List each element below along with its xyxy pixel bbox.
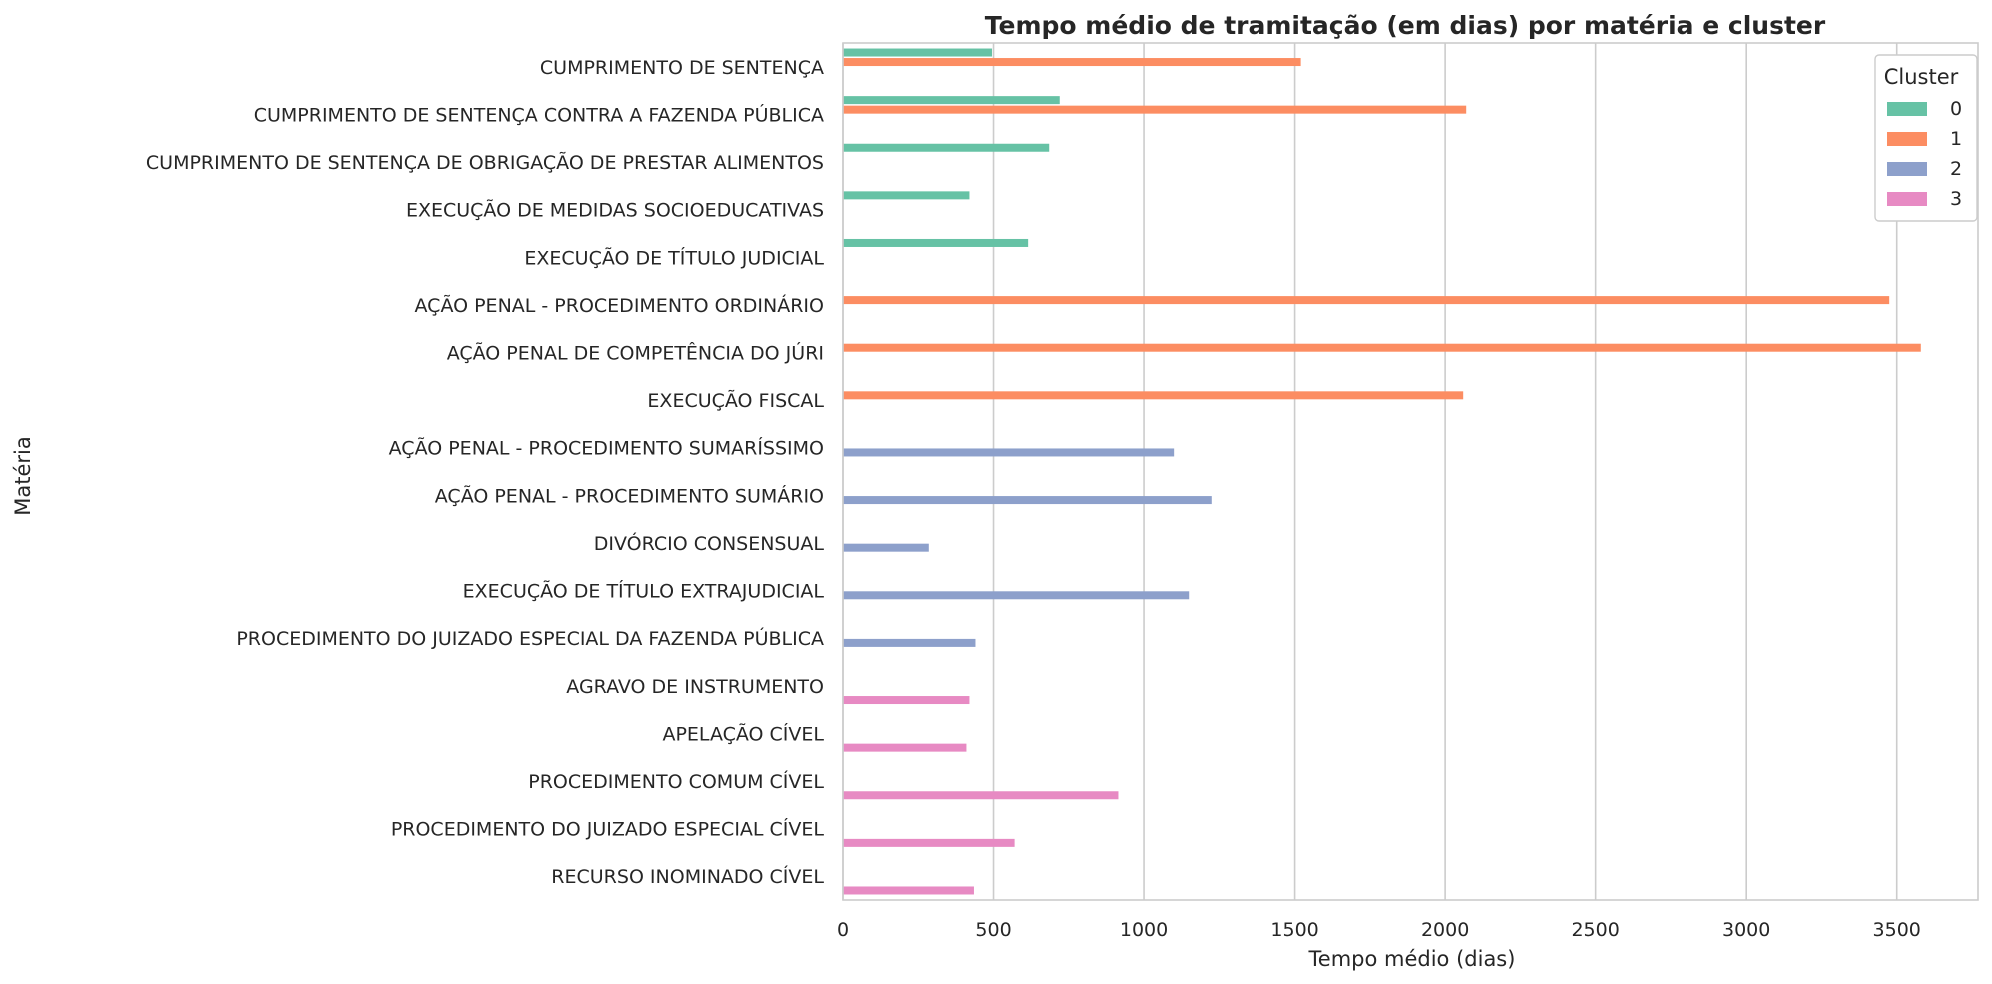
category-label: EXECUÇÃO DE TÍTULO EXTRAJUDICIAL <box>463 580 825 603</box>
legend-swatch <box>1887 162 1927 176</box>
category-label: AÇÃO PENAL - PROCEDIMENTO SUMÁRIO <box>435 484 824 507</box>
legend-swatch <box>1887 192 1927 206</box>
category-label: EXECUÇÃO DE MEDIDAS SOCIOEDUCATIVAS <box>406 199 824 222</box>
category-label: PROCEDIMENTO DO JUIZADO ESPECIAL DA FAZE… <box>236 626 824 650</box>
category-label: AÇÃO PENAL DE COMPETÊNCIA DO JÚRI <box>447 340 824 364</box>
category-label: CUMPRIMENTO DE SENTENÇA CONTRA A FAZENDA… <box>254 102 824 126</box>
bar-cluster-2 <box>843 638 976 647</box>
category-label: CUMPRIMENTO DE SENTENÇA DE OBRIGAÇÃO DE … <box>146 151 824 174</box>
legend-title: Cluster <box>1884 65 1959 89</box>
bar-cluster-3 <box>843 791 1119 800</box>
chart-title: Tempo médio de tramitação (em dias) por … <box>985 11 1826 40</box>
bars <box>843 48 1921 895</box>
x-tick-label: 500 <box>975 919 1011 941</box>
category-label: EXECUÇÃO FISCAL <box>647 389 824 412</box>
bar-cluster-0 <box>843 191 970 200</box>
x-tick-label: 2000 <box>1421 919 1469 941</box>
category-label: PROCEDIMENTO COMUM CÍVEL <box>528 770 824 793</box>
category-label: RECURSO INOMINADO CÍVEL <box>551 865 824 888</box>
legend-label: 1 <box>1950 128 1962 150</box>
x-tick-label: 1000 <box>1120 919 1168 941</box>
bar-cluster-3 <box>843 886 974 895</box>
category-label: CUMPRIMENTO DE SENTENÇA <box>540 57 824 79</box>
plot-frame <box>842 42 1979 901</box>
bar-cluster-2 <box>843 496 1212 505</box>
bar-cluster-0 <box>843 96 1060 105</box>
x-tick-label: 0 <box>837 919 849 941</box>
bar-cluster-2 <box>843 448 1175 457</box>
category-labels: CUMPRIMENTO DE SENTENÇA CUMPRIMENTO DE SE… <box>146 57 825 888</box>
x-tick-label: 1500 <box>1270 919 1318 941</box>
bar-cluster-3 <box>843 696 970 705</box>
category-label: AGRAVO DE INSTRUMENTO <box>566 676 824 698</box>
legend-label: 3 <box>1950 188 1962 210</box>
bar-cluster-1 <box>843 391 1464 400</box>
bar-cluster-2 <box>843 543 929 552</box>
x-tick-label: 2500 <box>1571 919 1619 941</box>
bar-cluster-3 <box>843 743 967 752</box>
category-label: DIVÓRCIO CONSENSUAL <box>594 531 825 555</box>
bar-cluster-1 <box>843 343 1921 352</box>
legend-swatch <box>1887 132 1927 146</box>
bar-cluster-2 <box>843 591 1190 600</box>
bar-cluster-0 <box>843 143 1050 152</box>
legend-label: 0 <box>1950 98 1962 120</box>
category-label: PROCEDIMENTO DO JUIZADO ESPECIAL CÍVEL <box>391 818 825 841</box>
category-label: EXECUÇÃO DE TÍTULO JUDICIAL <box>524 246 824 269</box>
x-tick-labels: 0 500 1000 1500 2000 2500 3000 3500 <box>837 919 1921 941</box>
legend: Cluster 0 1 2 3 <box>1874 54 1978 222</box>
category-label: APELAÇÃO CÍVEL <box>662 722 824 745</box>
y-axis-label: Matéria <box>11 436 35 515</box>
legend-items: 0 1 2 3 <box>1887 98 1962 210</box>
x-axis-label: Tempo médio (dias) <box>1308 947 1516 971</box>
bar-cluster-1 <box>843 58 1301 67</box>
x-tick-label: 3500 <box>1873 919 1921 941</box>
bar-cluster-1 <box>843 105 1467 114</box>
bar-cluster-3 <box>843 838 1015 847</box>
bar-cluster-1 <box>843 296 1890 305</box>
bar-cluster-0 <box>843 48 993 57</box>
bar-cluster-0 <box>843 238 1029 247</box>
category-label: AÇÃO PENAL - PROCEDIMENTO ORDINÁRIO <box>415 294 824 317</box>
category-label: AÇÃO PENAL - PROCEDIMENTO SUMARÍSSIMO <box>389 437 824 460</box>
x-tick-label: 3000 <box>1722 919 1770 941</box>
legend-swatch <box>1887 102 1927 116</box>
legend-label: 2 <box>1950 158 1962 180</box>
